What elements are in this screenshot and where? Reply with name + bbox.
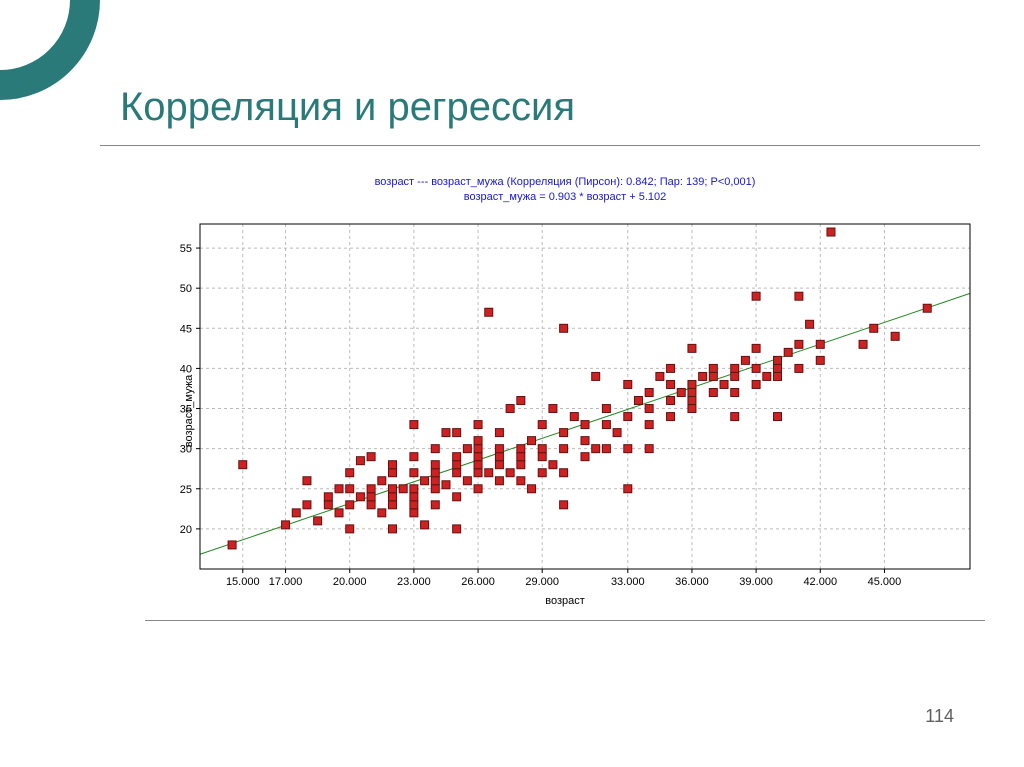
scatter-chart: возраст --- возраст_мужа (Корреляция (Пи… bbox=[145, 175, 985, 620]
slide-title: Корреляция и регрессия bbox=[120, 85, 575, 130]
svg-text:20: 20 bbox=[180, 524, 192, 536]
chart-title: возраст --- возраст_мужа (Корреляция (Пи… bbox=[145, 175, 985, 206]
chart-plot-area: возраст_мужа 202530354045505515.00017.00… bbox=[145, 214, 985, 609]
svg-text:23.000: 23.000 bbox=[397, 576, 431, 588]
svg-text:39.000: 39.000 bbox=[739, 576, 773, 588]
svg-text:15.000: 15.000 bbox=[226, 576, 260, 588]
svg-text:45.000: 45.000 bbox=[868, 576, 902, 588]
svg-text:26.000: 26.000 bbox=[461, 576, 495, 588]
svg-text:50: 50 bbox=[180, 283, 192, 295]
title-underline bbox=[100, 145, 980, 146]
svg-text:45: 45 bbox=[180, 323, 192, 335]
svg-text:29.000: 29.000 bbox=[525, 576, 559, 588]
svg-text:40: 40 bbox=[180, 363, 192, 375]
svg-text:55: 55 bbox=[180, 243, 192, 255]
page-number: 114 bbox=[925, 706, 954, 727]
svg-text:36.000: 36.000 bbox=[675, 576, 709, 588]
svg-text:33.000: 33.000 bbox=[611, 576, 645, 588]
svg-text:42.000: 42.000 bbox=[803, 576, 837, 588]
svg-text:17.000: 17.000 bbox=[269, 576, 303, 588]
svg-text:20.000: 20.000 bbox=[333, 576, 367, 588]
chart-title-line2: возраст_мужа = 0.903 * возраст + 5.102 bbox=[464, 191, 667, 203]
chart-bottom-line bbox=[145, 620, 985, 621]
decorative-corner-circle bbox=[0, 0, 100, 100]
x-axis-label: возраст bbox=[545, 595, 585, 607]
chart-svg: 202530354045505515.00017.00020.00023.000… bbox=[145, 214, 985, 609]
y-axis-label: возраст_мужа bbox=[183, 375, 195, 447]
svg-text:25: 25 bbox=[180, 484, 192, 496]
chart-title-line1: возраст --- возраст_мужа (Корреляция (Пи… bbox=[375, 176, 756, 188]
